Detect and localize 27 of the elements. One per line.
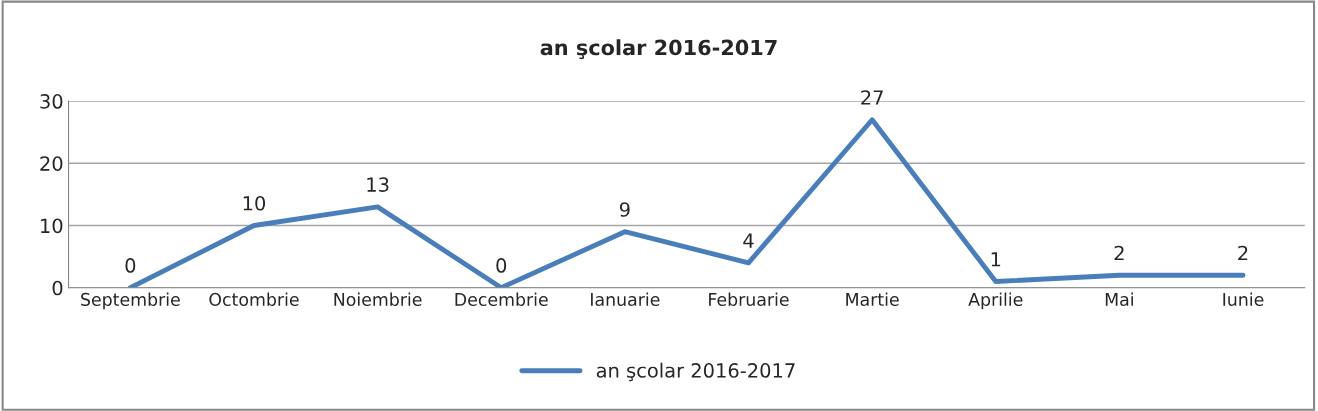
y-tick-label: 20 [40,156,63,171]
data-label: 9 [619,202,630,217]
x-tick-label: Noiembrie [334,292,422,306]
y-tick-label: 30 [40,94,63,109]
data-label: 0 [125,258,136,273]
x-tick-label: Iunie [1223,292,1264,306]
line-series [127,117,1246,288]
x-tick-label: Septembrie [81,292,180,310]
data-label: 13 [367,177,389,192]
x-tick-label: Ianuarie [591,292,660,306]
x-tick-label: Octombrie [209,292,299,306]
y-tick-label: 10 [41,218,63,234]
data-label: 1 [991,252,1001,267]
data-label: 2 [1114,245,1124,261]
data-label: 27 [861,90,883,105]
data-label: 10 [243,195,266,211]
x-tick-label: Aprilie [968,292,1023,310]
y-tick-label: 0 [52,280,63,296]
data-label: 4 [743,233,754,248]
data-label: 0 [496,258,507,273]
data-label: 2 [1238,245,1248,261]
x-tick-label: Mai [1105,292,1133,306]
x-tick-label: Martie [846,292,899,306]
legend-label: an şcolar 2016-2017 [596,362,795,382]
x-tick-label: Februarie [709,292,789,306]
chart-title: an şcolar 2016-2017 [540,39,777,60]
x-tick-label: Decembrie [455,292,548,306]
